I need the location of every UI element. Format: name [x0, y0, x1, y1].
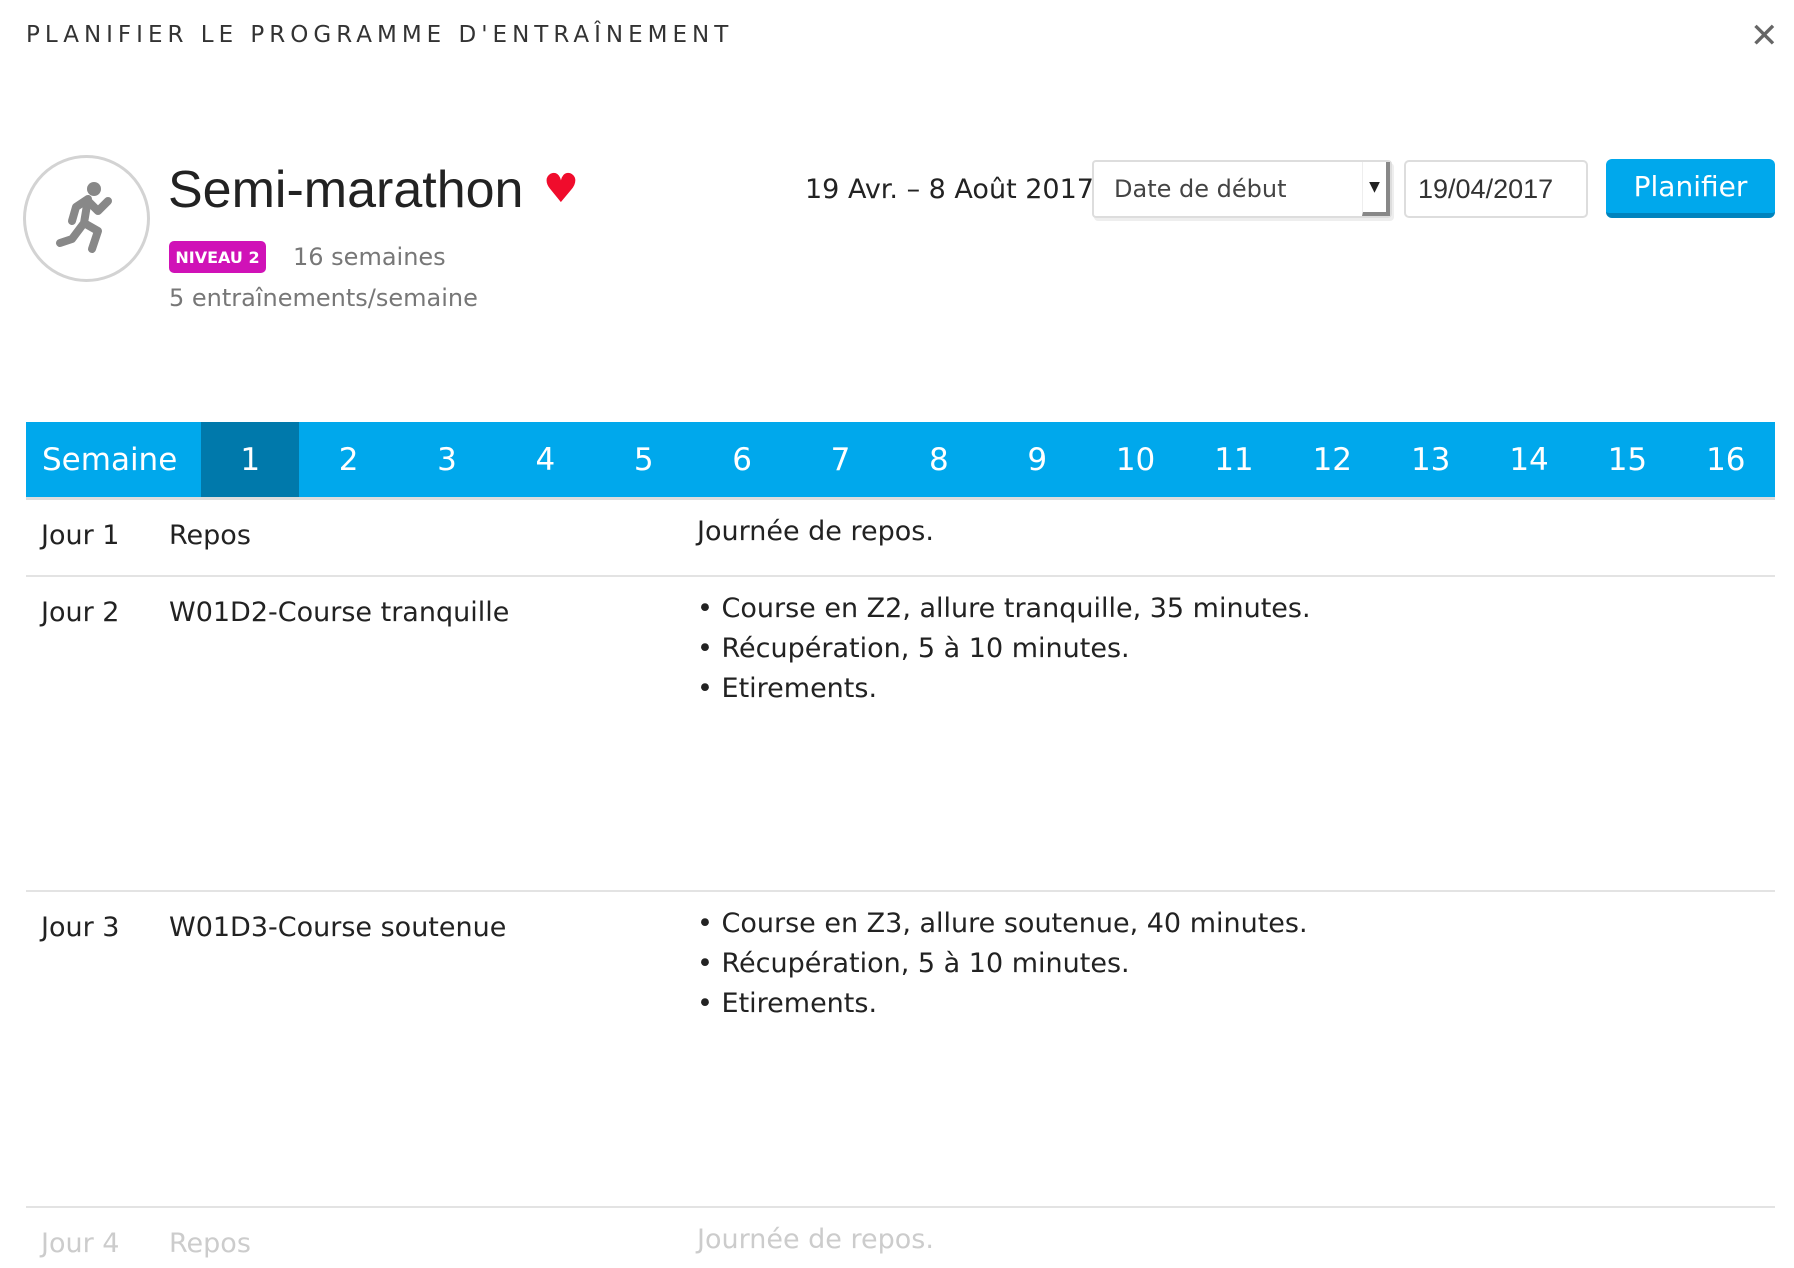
tab-week-6[interactable]: 6 [732, 441, 752, 478]
workout-details: • Course en Z3, allure soutenue, 40 minu… [697, 904, 1308, 1024]
close-icon[interactable]: ✕ [1750, 16, 1779, 56]
day-row: Jour 1 Repos Journée de repos. [26, 500, 1775, 577]
workout-details: Journée de repos. [697, 1220, 934, 1260]
workout-details: • Course en Z2, allure tranquille, 35 mi… [697, 589, 1311, 709]
workout-name: Repos [169, 1228, 251, 1259]
day-row: Jour 3 W01D3-Course soutenue • Course en… [26, 892, 1775, 1208]
workout-name: Repos [169, 520, 251, 551]
detail-line: Journée de repos. [697, 516, 934, 547]
planifier-button[interactable]: Planifier [1606, 159, 1775, 218]
detail-line: Journée de repos. [697, 1224, 934, 1255]
level-badge: NIVEAU 2 [169, 241, 266, 273]
detail-line: • Récupération, 5 à 10 minutes. [697, 948, 1130, 979]
tab-week-7[interactable]: 7 [830, 441, 851, 478]
tab-week-14[interactable]: 14 [1509, 441, 1549, 478]
workout-details: Journée de repos. [697, 512, 934, 552]
start-date-input[interactable]: 19/04/2017 [1404, 160, 1588, 218]
day-row: Jour 2 W01D2-Course tranquille • Course … [26, 577, 1775, 892]
tab-week-9[interactable]: 9 [1027, 441, 1048, 478]
tab-week-16[interactable]: 16 [1706, 441, 1746, 478]
detail-line: • Etirements. [697, 673, 878, 704]
select-value: Date de début [1114, 175, 1287, 203]
chevron-down-icon: ▼ [1362, 162, 1390, 216]
detail-line: • Course en Z2, allure tranquille, 35 mi… [697, 593, 1311, 624]
detail-line: • Etirements. [697, 988, 878, 1019]
tab-week-8[interactable]: 8 [928, 441, 949, 478]
tab-week-13[interactable]: 13 [1410, 441, 1451, 478]
tab-week-4[interactable]: 4 [535, 441, 556, 478]
program-duration: 16 semaines [293, 243, 446, 271]
program-frequency: 5 entraînements/semaine [169, 284, 478, 312]
tab-week-10[interactable]: 10 [1115, 441, 1156, 478]
day-label: Jour 2 [41, 597, 120, 628]
tab-week-5[interactable]: 5 [633, 441, 654, 478]
tab-week-1[interactable]: 1 [201, 422, 300, 497]
workout-name: W01D2-Course tranquille [169, 597, 510, 628]
day-label: Jour 1 [41, 520, 120, 551]
date-range: 19 Avr. – 8 Août 2017 [805, 174, 1094, 205]
tab-week-12[interactable]: 12 [1312, 441, 1353, 478]
detail-line: • Course en Z3, allure soutenue, 40 minu… [697, 908, 1308, 939]
date-type-select[interactable]: Date de début ▼ [1092, 160, 1392, 218]
tab-week-15[interactable]: 15 [1607, 441, 1648, 478]
tab-week-11[interactable]: 11 [1214, 441, 1254, 478]
workout-name: W01D3-Course soutenue [169, 912, 507, 943]
week-label: Semaine [42, 441, 178, 478]
day-label: Jour 4 [41, 1228, 120, 1259]
day-row: Jour 4 Repos Journée de repos. [26, 1208, 1775, 1268]
week-tabs: Semaine 1 2 3 4 5 6 7 8 9 10 11 12 13 14 15 16 [26, 422, 1775, 500]
tab-week-3[interactable]: 3 [437, 441, 457, 478]
program-name: Semi-marathon [168, 161, 524, 219]
detail-line: • Récupération, 5 à 10 minutes. [697, 633, 1130, 664]
running-icon [23, 155, 150, 282]
heart-icon[interactable]: ♥ [543, 166, 579, 212]
dialog-title: PLANIFIER LE PROGRAMME D'ENTRAÎNEMENT [26, 22, 734, 48]
tab-week-2[interactable]: 2 [338, 441, 359, 478]
day-label: Jour 3 [41, 912, 120, 943]
